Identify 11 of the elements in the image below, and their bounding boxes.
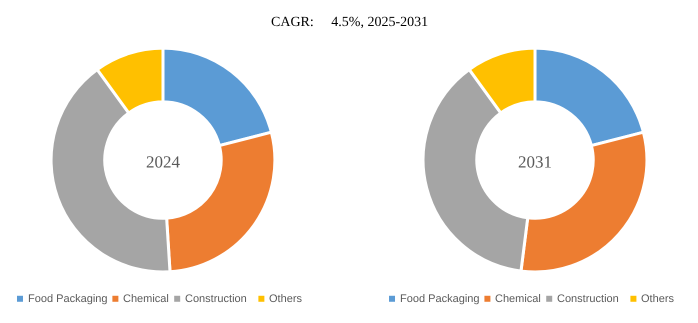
legend-label: Food Packaging [400, 293, 480, 305]
legend-label: Food Packaging [28, 293, 108, 305]
text: 2031 [518, 152, 552, 172]
legend-label: Construction [557, 293, 619, 305]
legend-label: Others [269, 293, 303, 305]
legend-label: Chemical [123, 293, 169, 305]
text: 2024 [146, 152, 180, 172]
legend-label: Chemical [495, 293, 541, 305]
legend-label: Others [641, 293, 675, 305]
text: CAGR: 4.5%, 2025-2031 [271, 15, 428, 30]
legend-label: Construction [185, 293, 247, 305]
